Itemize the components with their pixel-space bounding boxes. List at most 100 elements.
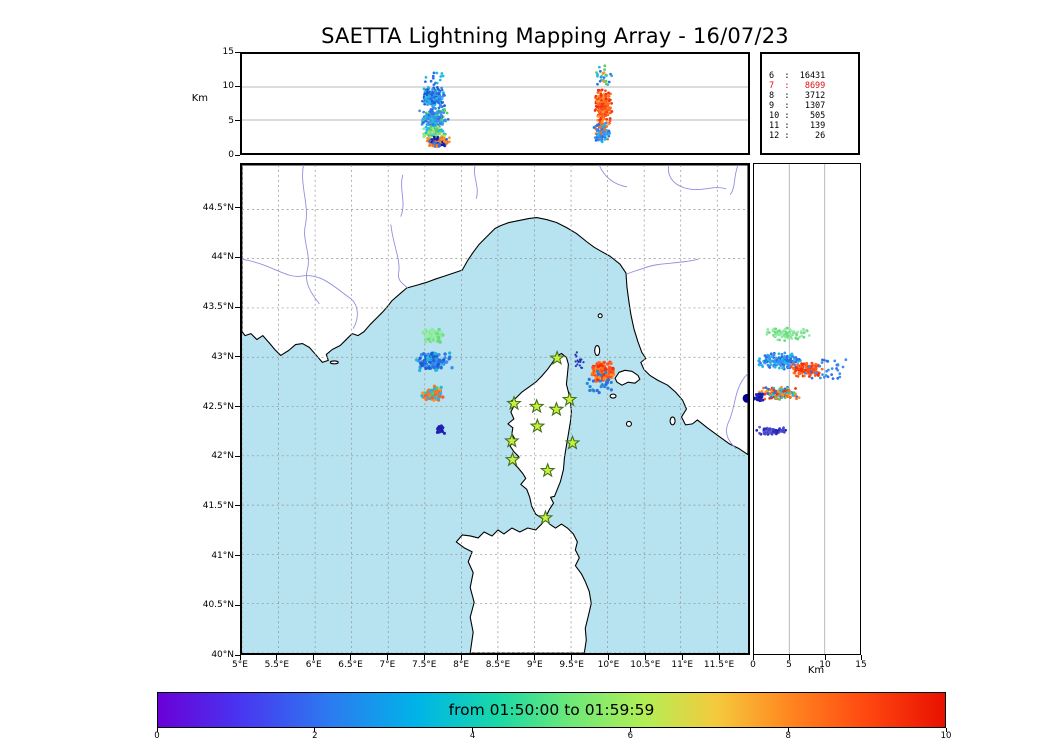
lon-tick-mark: [423, 655, 425, 660]
lat-tick-label: 44.5°N: [202, 202, 234, 213]
montecristo-island: [625, 420, 632, 427]
lat-tick-mark: [235, 356, 240, 358]
lma-station-star: [503, 432, 520, 448]
alt-tick-label-right: 15: [855, 660, 867, 670]
right-panel-lightning-points: [754, 326, 848, 436]
gorgona-island: [597, 313, 603, 319]
altitude-axis-label-right: Km: [807, 665, 825, 676]
alt-tick-label-top: 10: [222, 81, 234, 92]
lma-station-star: [537, 509, 554, 525]
colorbar-tick-mark: [156, 728, 158, 732]
lon-tick-label: 6.5°E: [338, 660, 363, 670]
lat-tick-label: 41°N: [211, 550, 234, 561]
lon-tick-mark: [313, 655, 315, 660]
alt-tick-label-right: 10: [819, 660, 831, 670]
alt-tick-mark-right: [824, 655, 826, 660]
count-row: 6 : 16431: [769, 71, 826, 81]
lat-tick-mark: [235, 555, 240, 557]
capraia-island: [594, 344, 601, 356]
colorbar-gradient: [158, 693, 945, 727]
colorbar-tick-mark: [314, 728, 316, 732]
lma-station-star: [549, 349, 566, 365]
colorbar-tick-label: 2: [312, 731, 318, 741]
hyeres-islands: [329, 360, 339, 365]
colorbar-tick-mark: [787, 728, 789, 732]
lat-tick-label: 41.5°N: [202, 500, 234, 511]
altitude-vs-latitude-panel: [753, 163, 861, 655]
lon-tick-mark: [497, 655, 499, 660]
alt-tick-mark-right: [860, 655, 862, 660]
lon-tick-mark: [386, 655, 388, 660]
geographic-map-panel: [240, 163, 750, 655]
altitude-vs-longitude-panel: [240, 52, 750, 155]
alt-tick-label-top: 0: [228, 150, 234, 160]
colorbar-tick-mark: [629, 728, 631, 732]
lon-tick-mark: [350, 655, 352, 660]
map-lightning-points: [414, 327, 748, 435]
lon-tick-label: 8.5°E: [485, 660, 511, 670]
sardinia-island: [455, 518, 592, 653]
top-panel-gridlines: [242, 86, 748, 121]
lon-tick-mark: [534, 655, 536, 660]
lon-tick-mark: [460, 655, 462, 660]
lat-tick-label: 42°N: [211, 451, 234, 462]
lon-tick-label: 7.5°E: [411, 660, 437, 670]
count-row: 7 : 8699: [769, 81, 826, 91]
lma-station-star: [539, 462, 556, 478]
colorbar-tick-label: 6: [627, 731, 634, 741]
elba-island: [614, 369, 641, 386]
altitude-axis-label-top: Km: [191, 93, 208, 104]
lon-tick-label: 5.5°E: [264, 660, 290, 670]
lon-tick-label: 9°E: [526, 660, 543, 670]
colorbar-tick-label: 0: [154, 731, 160, 741]
count-row: 12 : 26: [769, 131, 826, 141]
count-row: 9 : 1307: [769, 101, 826, 111]
colorbar: from 01:50:00 to 01:59:59: [157, 692, 946, 728]
lon-tick-mark: [681, 655, 683, 660]
lon-tick-mark: [644, 655, 646, 660]
colorbar-tick-label: 4: [469, 731, 476, 741]
landmasses: [242, 165, 748, 653]
figure-title: SAETTA Lightning Mapping Array - 16/07/2…: [321, 24, 789, 48]
right-panel-gridlines: [788, 164, 826, 654]
top-panel-lightning-points: [418, 64, 614, 149]
lon-tick-mark: [571, 655, 573, 660]
colorbar-tick-label: 8: [785, 731, 791, 741]
count-row: 11 : 139: [769, 121, 826, 131]
lat-tick-label: 42.5°N: [202, 401, 234, 412]
lma-station-star: [506, 395, 522, 411]
lma-station-star: [504, 451, 521, 467]
lat-tick-mark: [235, 207, 240, 209]
lat-tick-mark: [235, 306, 240, 308]
alt-tick-mark-top: [235, 85, 240, 87]
alt-tick-label-top: 15: [222, 47, 234, 57]
alt-tick-mark-top: [235, 154, 240, 156]
lat-tick-label: 44°N: [211, 252, 234, 263]
lat-tick-label: 43.5°N: [202, 302, 234, 313]
lon-tick-label: 11.5°E: [703, 660, 735, 670]
colorbar-tick-label: 10: [940, 731, 952, 741]
count-row: 8 : 3712: [769, 91, 826, 101]
lon-tick-label: 10.5°E: [630, 660, 661, 670]
alt-tick-mark-right: [788, 655, 790, 660]
colorbar-time-label: from 01:50:00 to 01:59:59: [448, 701, 655, 719]
giglio-island: [669, 416, 676, 426]
alt-tick-mark-top: [235, 120, 240, 122]
mainland-coast: [242, 165, 748, 456]
lat-tick-mark: [235, 505, 240, 507]
colorbar-tick-mark: [945, 728, 947, 732]
lma-station-star: [528, 398, 545, 414]
count-row: 10 : 505: [769, 111, 826, 121]
alt-tick-mark-right: [752, 655, 754, 660]
colorbar-tick-mark: [472, 728, 474, 732]
lma-station-star: [561, 391, 578, 407]
lat-tick-label: 40.5°N: [202, 600, 234, 611]
source-counts-table: 6 : 16431 7 : 8699 8 : 3712 9 : 1307 10 : 50…: [760, 52, 860, 155]
lat-tick-label: 40°N: [211, 650, 234, 660]
lma-station-markers: [503, 349, 581, 525]
lat-tick-mark: [235, 455, 240, 457]
lon-tick-label: 9.5°E: [559, 660, 584, 670]
lon-tick-mark: [607, 655, 609, 660]
lat-tick-mark: [235, 604, 240, 606]
